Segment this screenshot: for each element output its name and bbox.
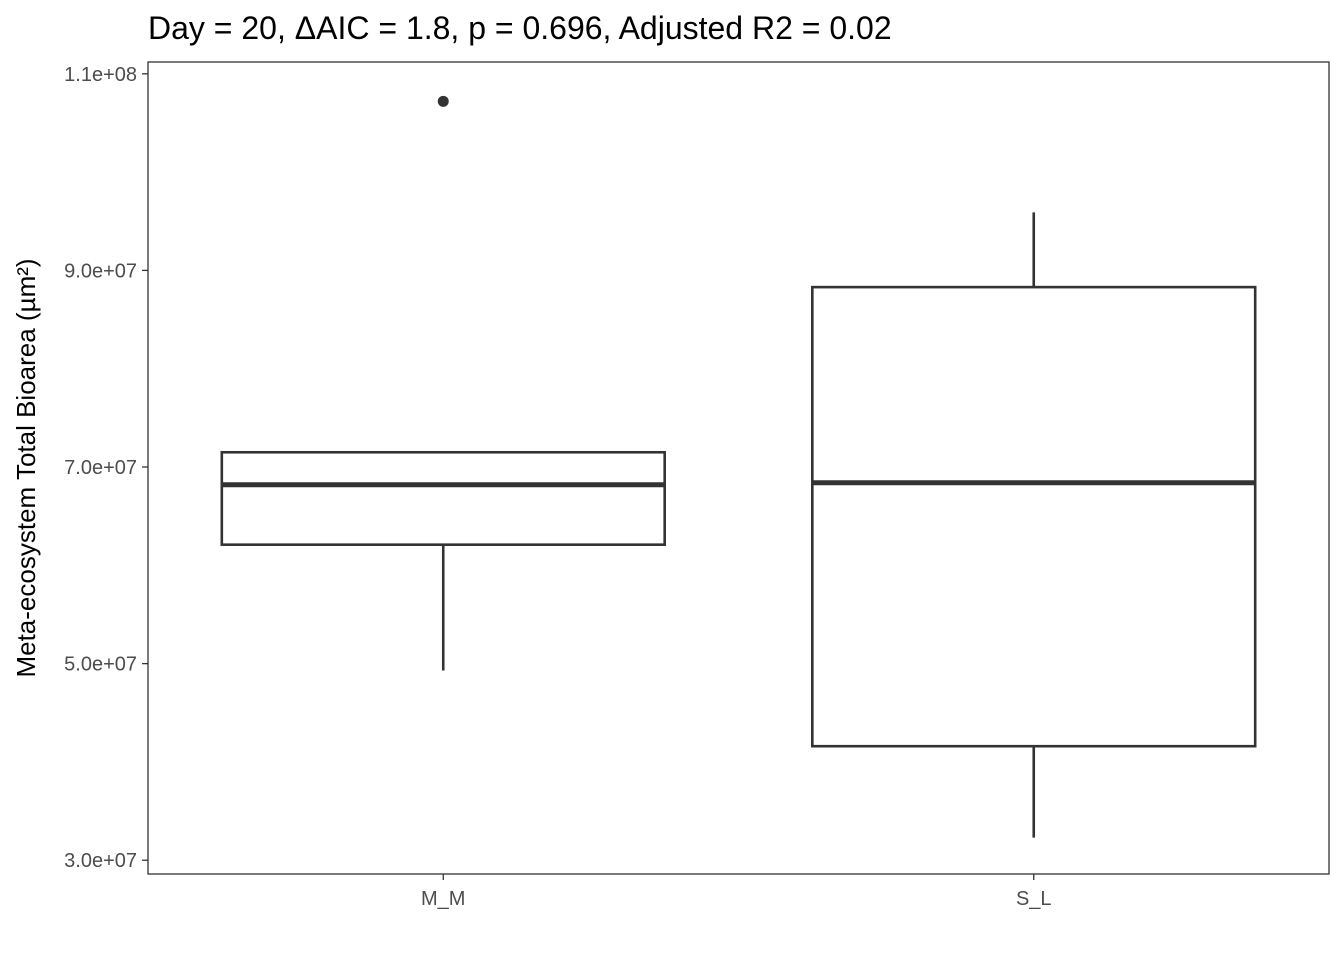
chart-title: Day = 20, ΔAIC = 1.8, p = 0.696, Adjuste… bbox=[148, 10, 892, 46]
box-M_M bbox=[220, 95, 666, 671]
iqr-box bbox=[220, 450, 666, 546]
y-tick-label: 1.1e+08 bbox=[64, 64, 137, 86]
outlier-point bbox=[437, 95, 449, 107]
x-tick-label: M_M bbox=[421, 888, 465, 910]
y-axis: 3.0e+07 5.0e+07 7.0e+07 9.0e+07 1.1e+08 bbox=[64, 64, 148, 872]
y-tick-label: 5.0e+07 bbox=[64, 654, 137, 676]
boxes-group bbox=[220, 95, 1257, 838]
y-tick-label: 7.0e+07 bbox=[64, 457, 137, 479]
iqr-box bbox=[811, 285, 1257, 748]
y-axis-label: Meta-ecosystem Total Bioarea (µm²) bbox=[11, 258, 41, 677]
y-tick-label: 9.0e+07 bbox=[64, 260, 137, 282]
x-tick-label: S_L bbox=[1016, 888, 1052, 910]
box-S_L bbox=[811, 212, 1257, 838]
x-axis: M_M S_L bbox=[421, 874, 1052, 910]
panel-border bbox=[147, 61, 1330, 875]
y-tick-label: 3.0e+07 bbox=[64, 850, 137, 872]
